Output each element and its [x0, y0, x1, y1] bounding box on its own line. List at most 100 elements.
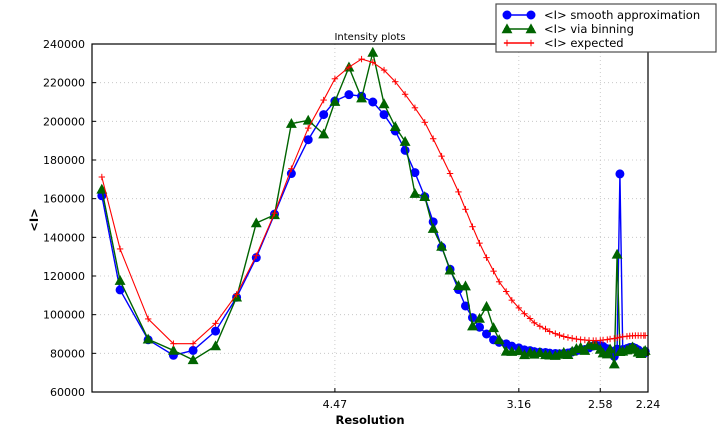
data-point-marker — [389, 121, 401, 132]
data-point-marker — [556, 331, 563, 339]
legend-label: <I> via binning — [544, 22, 634, 36]
data-point-marker — [455, 188, 462, 196]
data-point-marker — [271, 209, 278, 217]
data-point-marker — [427, 222, 439, 233]
data-point-marker — [305, 124, 312, 132]
data-point-marker — [526, 315, 534, 322]
data-point-marker — [116, 245, 124, 253]
data-point-marker — [495, 278, 503, 285]
data-point-marker — [438, 152, 445, 160]
data-point-marker — [358, 55, 365, 63]
y-tick-label: 60000 — [50, 386, 85, 399]
data-point-marker — [611, 248, 623, 259]
data-point-marker — [579, 344, 591, 355]
data-point-marker — [506, 345, 518, 356]
data-point-marker — [419, 191, 431, 202]
data-point-marker — [211, 326, 221, 336]
data-point-marker — [399, 135, 411, 146]
data-point-marker — [601, 348, 613, 359]
data-point-marker — [380, 66, 388, 74]
data-point-marker — [367, 46, 379, 57]
data-point-marker — [568, 335, 576, 342]
series-line — [101, 93, 646, 358]
series-triangle — [96, 46, 651, 369]
legend-label: <I> smooth approximation — [544, 8, 700, 22]
data-point-marker — [212, 320, 219, 327]
y-tick-label: 180000 — [43, 154, 85, 167]
data-point-marker — [502, 288, 510, 295]
data-point-marker — [513, 345, 525, 356]
data-point-marker — [329, 95, 341, 106]
data-point-marker — [531, 319, 538, 326]
chart-legend[interactable]: <I> smooth approximation<I> via binning<… — [495, 3, 717, 53]
data-point-marker — [436, 240, 448, 251]
legend-entry[interactable]: <I> smooth approximation — [502, 8, 700, 22]
data-point-marker — [345, 64, 353, 71]
data-point-marker — [508, 296, 516, 304]
data-point-marker — [409, 188, 421, 198]
data-point-marker — [502, 10, 512, 20]
data-point-marker — [536, 323, 544, 330]
data-point-marker — [474, 312, 485, 323]
data-point-marker — [573, 335, 580, 343]
data-point-marker — [318, 128, 330, 139]
data-point-marker — [515, 304, 523, 312]
data-point-marker — [467, 313, 477, 323]
data-point-marker — [490, 267, 497, 275]
legend-label: <I> expected — [544, 36, 624, 50]
y-tick-label: 80000 — [50, 347, 85, 360]
data-point-marker — [378, 98, 390, 109]
data-point-marker — [303, 135, 313, 145]
legend-entry[interactable]: <I> expected — [503, 36, 624, 50]
data-point-marker — [170, 340, 177, 347]
data-point-marker — [189, 340, 197, 347]
data-point-marker — [462, 206, 469, 213]
data-point-marker — [526, 10, 536, 20]
data-point-marker — [187, 354, 199, 365]
data-point-marker — [493, 334, 505, 345]
data-point-marker — [604, 343, 616, 354]
data-point-marker — [616, 334, 624, 341]
y-tick-label: 140000 — [43, 231, 85, 244]
data-point-marker — [611, 335, 618, 342]
data-point-marker — [467, 320, 478, 331]
data-point-marker — [483, 254, 490, 261]
data-point-marker — [560, 333, 567, 340]
data-point-marker — [114, 275, 126, 285]
data-point-marker — [446, 170, 454, 177]
legend-entry[interactable]: <I> via binning — [501, 22, 634, 36]
data-point-marker — [344, 90, 354, 100]
data-point-marker — [608, 358, 620, 369]
data-point-marker — [615, 169, 625, 179]
y-tick-label: 160000 — [43, 193, 85, 206]
data-point-marker — [188, 345, 198, 355]
y-axis-label: <I> — [27, 208, 41, 232]
data-point-marker — [476, 239, 483, 247]
data-point-marker — [429, 135, 437, 142]
x-tick-label: 3.16 — [507, 398, 532, 411]
data-point-marker — [233, 291, 240, 298]
data-point-marker — [453, 280, 464, 290]
series-circle — [97, 90, 650, 361]
data-point-marker — [285, 118, 297, 128]
data-point-marker — [501, 23, 513, 34]
data-point-marker — [411, 104, 419, 111]
data-point-marker — [488, 322, 500, 333]
data-point-marker — [288, 165, 295, 172]
data-point-marker — [641, 332, 649, 339]
chart-title: Intensity plots — [334, 32, 405, 43]
data-point-marker — [503, 39, 511, 47]
data-point-marker — [527, 39, 535, 47]
data-point-marker — [460, 280, 471, 291]
data-point-marker — [253, 252, 260, 259]
data-point-marker — [167, 344, 179, 355]
plot-frame — [91, 43, 649, 393]
data-point-marker — [444, 264, 456, 275]
data-point-marker — [96, 183, 108, 194]
data-point-marker — [379, 110, 389, 120]
gridlines — [92, 43, 648, 392]
series-plus — [98, 55, 649, 347]
data-point-marker — [144, 315, 152, 323]
x-axis-label: Resolution — [335, 413, 404, 427]
